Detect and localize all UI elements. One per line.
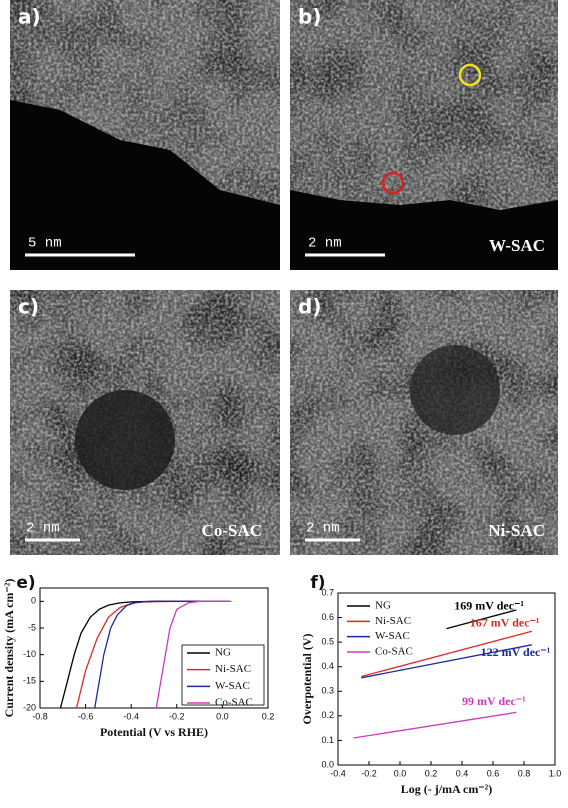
x-tick-label: 0.0 <box>394 768 407 778</box>
y-tick-label: 0.2 <box>321 710 334 720</box>
y-axis-title: Current density (mA cm⁻²) <box>2 579 16 718</box>
annotation: 167 mV dec⁻¹ <box>470 615 540 629</box>
x-tick-label: 0.0 <box>216 711 229 721</box>
series-line <box>94 600 230 709</box>
y-tick-label: 0.7 <box>321 587 334 597</box>
x-tick-label: -0.4 <box>123 711 139 721</box>
legend-label: W-SAC <box>375 630 410 642</box>
legend-label: Co-SAC <box>215 697 253 709</box>
panel-label: c) <box>18 295 39 319</box>
legend-label: Ni-SAC <box>375 615 411 627</box>
y-tick-label: 0.6 <box>321 612 334 622</box>
series-line <box>353 711 517 739</box>
x-tick-label: -0.8 <box>32 711 48 721</box>
sample-label: Ni-SAC <box>488 521 545 540</box>
x-tick-label: -0.4 <box>330 768 346 778</box>
panel-label: a) <box>18 5 41 29</box>
x-tick-label: 0.8 <box>518 768 531 778</box>
series-line <box>446 609 517 630</box>
sample-label: Co-SAC <box>202 521 262 540</box>
annotation: 99 mV dec⁻¹ <box>462 694 526 708</box>
scale-label: 2 nm <box>26 521 60 537</box>
legend-label: Co-SAC <box>375 646 413 658</box>
annotation: 169 mV dec⁻¹ <box>454 598 524 612</box>
x-tick-label: -0.6 <box>78 711 94 721</box>
legend-label: W-SAC <box>215 680 250 692</box>
plot-frame <box>39 587 269 709</box>
series-line <box>361 644 532 679</box>
scale-label: 2 nm <box>306 521 340 537</box>
micrograph-a <box>10 0 280 270</box>
legend-label: Ni-SAC <box>215 663 251 675</box>
series-line <box>155 600 232 709</box>
panel-label: b) <box>298 5 321 29</box>
y-tick-label: 0.5 <box>321 637 334 647</box>
chart-label: f) <box>310 573 325 593</box>
y-tick-label: -5 <box>28 622 36 632</box>
micrograph-d <box>290 290 558 555</box>
x-axis-title: Log (- j/mA cm⁻²) <box>401 782 493 796</box>
sample-label: W-SAC <box>489 236 545 255</box>
micrograph-b <box>290 0 558 270</box>
scale-label: 2 nm <box>308 236 342 252</box>
x-tick-label: 0.4 <box>456 768 469 778</box>
legend-label: NG <box>375 600 391 612</box>
x-tick-label: 0.2 <box>425 768 438 778</box>
x-axis-title: Potential (V vs RHE) <box>100 725 208 739</box>
y-tick-label: 0.1 <box>321 735 334 745</box>
series-line <box>361 630 532 678</box>
chart-label: e) <box>16 573 35 593</box>
scale-label: 5 nm <box>28 236 62 252</box>
x-tick-label: 1.0 <box>549 768 562 778</box>
y-tick-label: 0.3 <box>321 686 334 696</box>
panel-label: d) <box>298 295 321 319</box>
annotation: 122 mV dec⁻¹ <box>481 645 551 659</box>
plot-frame <box>337 592 556 766</box>
legend-label: NG <box>215 647 231 659</box>
x-tick-label: 0.6 <box>487 768 500 778</box>
x-tick-label: 0.2 <box>262 711 275 721</box>
y-tick-label: -20 <box>23 702 36 712</box>
legend-box <box>181 644 265 706</box>
y-tick-label: 0.4 <box>321 661 334 671</box>
x-tick-label: -0.2 <box>169 711 185 721</box>
y-tick-label: -15 <box>23 676 36 686</box>
y-tick-label: -10 <box>23 649 36 659</box>
y-axis-title: Overpotential (V) <box>300 634 314 725</box>
y-tick-label: 0 <box>31 596 36 606</box>
x-tick-label: -0.2 <box>361 768 377 778</box>
y-tick-label: 0.0 <box>321 759 334 769</box>
scale-bars <box>25 253 385 542</box>
micrograph-c <box>10 290 280 555</box>
